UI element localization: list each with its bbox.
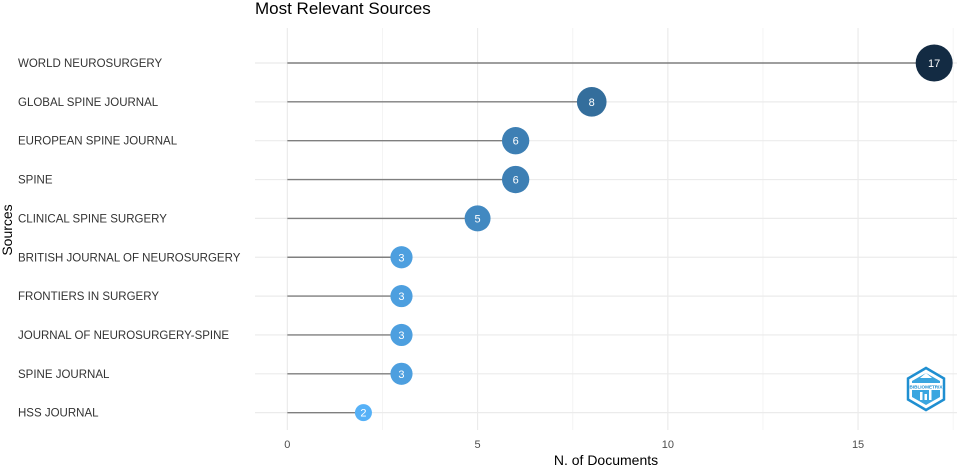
bubble-value-label: 6 [513,175,519,187]
bubble-point [915,44,953,82]
chart-title: Most Relevant Sources [255,0,431,18]
bubble-value-label: 3 [398,330,404,342]
x-tick-label: 5 [475,439,481,451]
category-label: WORLD NEUROSURGERY [18,58,163,70]
x-tick-label: 15 [852,439,864,451]
category-label: BRITISH JOURNAL OF NEUROSURGERY [18,252,241,264]
bubble-point [390,285,413,308]
bubbles: 17 8 6 6 5 3 3 3 3 2 [354,44,953,422]
bubble-point [501,165,530,194]
category-label: EUROPEAN SPINE JOURNAL [18,136,178,148]
y-axis-title: Sources [0,204,15,255]
category-labels: WORLD NEUROSURGERY GLOBAL SPINE JOURNAL EU… [18,58,241,420]
bubble-value-label: 3 [398,369,404,381]
category-label: FRONTIERS IN SURGERY [18,291,159,303]
bubble-value-label: 17 [928,58,940,70]
x-axis-title: N. of Documents [554,452,658,468]
category-label: SPINE JOURNAL [18,369,110,381]
bubble-value-label: 6 [513,136,519,148]
x-tick-label: 0 [284,439,290,451]
bubble-value-label: 8 [589,97,595,109]
bubble-point [390,362,413,385]
category-label: SPINE [18,175,53,187]
bubble-value-label: 3 [398,252,404,264]
category-label: HSS JOURNAL [18,408,99,420]
bubble-value-label: 5 [475,213,481,225]
x-tick-labels: 0 5 10 15 [284,439,864,451]
bubble-point [390,246,413,269]
logo-text: BIBLIOMETRIX [910,385,944,390]
stems [287,62,935,414]
bubble-point [501,127,530,155]
category-label: JOURNAL OF NEUROSURGERY-SPINE [18,330,229,342]
grid [255,28,957,430]
bubble-value-label: 3 [398,291,404,303]
bibliometrix-logo: BIBLIOMETRIX [906,366,946,412]
category-label: CLINICAL SPINE SURGERY [18,213,167,225]
x-tick-label: 10 [662,439,674,451]
bubble-point [390,323,413,347]
bubble-point [354,404,372,422]
bubble-point [464,205,491,232]
bubble-point [576,87,607,117]
bubble-value-label: 2 [360,408,366,420]
category-label: GLOBAL SPINE JOURNAL [18,97,159,109]
